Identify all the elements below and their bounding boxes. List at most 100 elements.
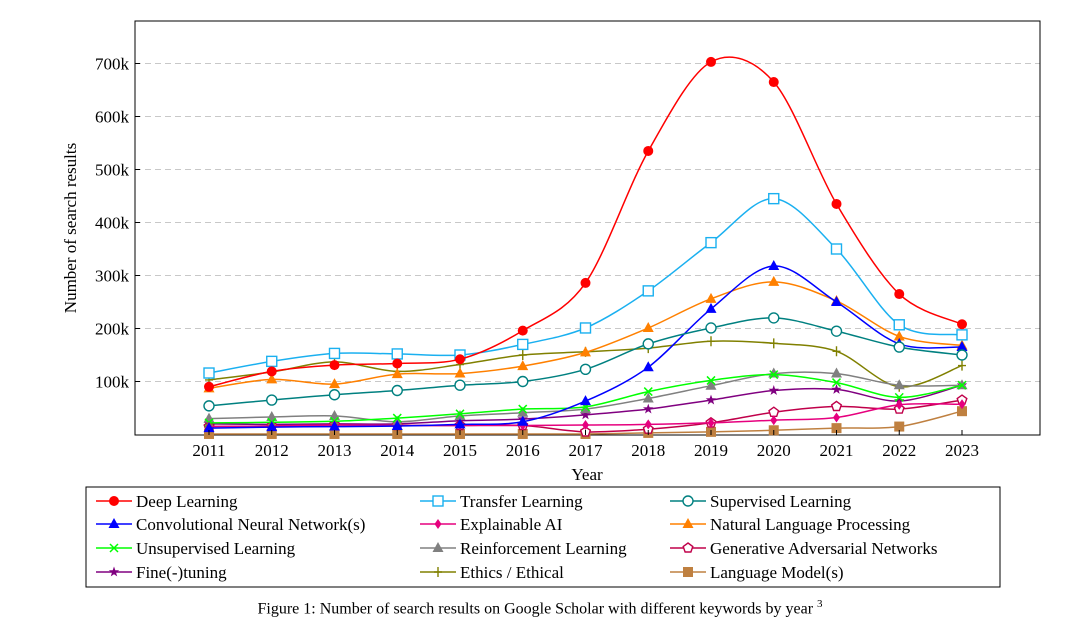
data-point <box>893 379 905 390</box>
data-point <box>893 330 905 341</box>
legend-label: Transfer Learning <box>460 492 583 511</box>
data-point <box>392 358 403 369</box>
data-point <box>454 367 466 378</box>
x-tick-label: 2020 <box>757 441 791 460</box>
legend-entry: Deep Learning <box>96 492 238 511</box>
data-point <box>643 403 654 414</box>
series-line <box>208 197 963 374</box>
series-supervised-learning <box>203 312 968 412</box>
data-point <box>203 367 215 379</box>
data-point <box>768 385 779 395</box>
data-point <box>329 378 340 389</box>
data-point <box>582 419 589 430</box>
legend-box <box>85 486 1001 588</box>
legend-label: Unsupervised Learning <box>136 539 296 558</box>
legend-entry: Generative Adversarial Networks <box>670 539 938 558</box>
x-tick-label: 2012 <box>255 441 289 460</box>
data-point <box>580 277 591 288</box>
data-point <box>768 312 780 324</box>
x-tick-label: 2019 <box>694 441 728 460</box>
data-point <box>705 379 717 390</box>
y-tick-label: 100k <box>95 373 130 392</box>
data-point <box>831 423 842 434</box>
legend-label: Supervised Learning <box>710 492 852 511</box>
caption-text: Figure 1: Number of search results on Go… <box>257 600 814 618</box>
data-point <box>454 379 466 391</box>
legend-entry: Supervised Learning <box>670 492 852 511</box>
data-point <box>642 321 654 332</box>
data-point <box>956 349 968 361</box>
data-point <box>518 350 527 360</box>
x-tick-label: 2014 <box>380 441 415 460</box>
data-point <box>580 395 591 406</box>
data-point <box>266 394 278 406</box>
x-tick-label: 2016 <box>506 441 540 460</box>
data-point <box>266 373 278 384</box>
grid-lines <box>135 63 1040 382</box>
data-point <box>770 415 778 426</box>
data-point <box>454 418 466 429</box>
legend-entry: Language Model(s) <box>670 563 844 582</box>
data-point <box>434 567 442 577</box>
data-point <box>894 392 904 402</box>
data-point <box>517 338 529 351</box>
data-point <box>517 325 528 336</box>
legend-label: Generative Adversarial Networks <box>710 539 938 558</box>
data-point <box>203 422 215 433</box>
data-point <box>831 383 842 394</box>
data-point <box>894 289 905 300</box>
axis-ticks: 100k 200k 300k 400k 500k 600k 700k 2011 2012 2013… <box>95 55 979 461</box>
data-point <box>705 302 717 313</box>
data-point <box>109 496 119 506</box>
data-point <box>682 495 694 507</box>
data-point <box>705 322 717 334</box>
data-point <box>682 542 694 553</box>
data-point <box>579 363 592 376</box>
x-tick-label: 2013 <box>318 441 352 460</box>
data-point <box>768 259 780 270</box>
legend-entry: Reinforcement Learning <box>420 539 627 558</box>
data-point <box>643 387 653 397</box>
legend-label: Explainable AI <box>460 515 563 534</box>
data-point <box>706 375 716 385</box>
data-point <box>109 543 119 553</box>
data-point <box>203 412 215 423</box>
x-tick-label: 2015 <box>443 441 477 460</box>
legend-entry: Unsupervised Learning <box>96 539 296 558</box>
caption-footnote: 3 <box>817 598 823 610</box>
y-tick-label: 600k <box>95 108 130 127</box>
data-point <box>769 338 778 349</box>
data-point <box>392 413 402 423</box>
data-point <box>328 389 341 401</box>
data-point <box>682 518 694 528</box>
data-point <box>518 404 528 414</box>
data-point <box>203 400 215 412</box>
data-point <box>642 338 654 350</box>
data-point <box>517 406 529 417</box>
y-tick-label: 500k <box>95 161 130 180</box>
y-tick-label: 700k <box>95 55 130 74</box>
data-point <box>831 378 842 388</box>
data-point <box>580 346 591 357</box>
legend-label: Reinforcement Learning <box>460 539 627 558</box>
data-point <box>391 384 403 397</box>
data-point <box>517 360 529 371</box>
data-point <box>769 370 779 380</box>
x-tick-label: 2021 <box>820 441 854 460</box>
series-line <box>208 56 963 388</box>
data-point <box>642 392 654 403</box>
data-point <box>893 319 905 331</box>
data-point <box>329 360 340 371</box>
data-point <box>957 406 967 417</box>
data-point <box>683 567 693 577</box>
data-point <box>958 399 966 410</box>
legend: Deep Learning Transfer Learning Supervised… <box>96 492 938 582</box>
series-transfer-learning <box>203 192 968 379</box>
data-point <box>266 355 278 368</box>
data-point <box>517 415 529 426</box>
data-point <box>266 366 277 377</box>
data-point <box>830 400 843 412</box>
data-point <box>432 542 444 552</box>
legend-label: Language Model(s) <box>710 563 844 582</box>
data-point <box>432 495 444 507</box>
